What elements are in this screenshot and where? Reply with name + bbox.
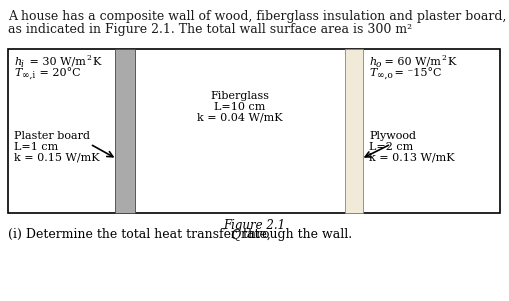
Text: k = 0.04 W/mK: k = 0.04 W/mK <box>197 113 282 123</box>
Bar <box>115 49 135 213</box>
Text: ∞,i: ∞,i <box>22 71 35 80</box>
Text: through the wall.: through the wall. <box>239 228 351 241</box>
Text: h: h <box>369 57 376 67</box>
Text: Plaster board: Plaster board <box>14 131 90 141</box>
Text: = 60 W/m: = 60 W/m <box>380 57 440 67</box>
Text: 2: 2 <box>86 54 91 62</box>
Text: T: T <box>369 68 376 78</box>
Text: ∞,o: ∞,o <box>376 71 392 80</box>
Text: L=10 cm: L=10 cm <box>214 102 265 112</box>
Text: L=1 cm: L=1 cm <box>14 142 58 152</box>
Text: T: T <box>14 68 21 78</box>
Text: 2: 2 <box>440 54 445 62</box>
Text: K: K <box>92 57 100 67</box>
Text: = 30 W/m: = 30 W/m <box>26 57 86 67</box>
Text: Figure 2.1: Figure 2.1 <box>222 219 285 232</box>
Text: o: o <box>375 60 381 69</box>
Bar <box>344 49 362 213</box>
Text: Plywood: Plywood <box>369 131 415 141</box>
Text: h: h <box>14 57 21 67</box>
Text: = ⁻15°C: = ⁻15°C <box>390 68 441 78</box>
Text: i: i <box>21 60 24 69</box>
Text: L=2 cm: L=2 cm <box>369 142 412 152</box>
Bar <box>8 49 499 213</box>
Text: A house has a composite wall of wood, fiberglass insulation and plaster board,: A house has a composite wall of wood, fi… <box>8 10 505 23</box>
Text: k = 0.15 W/mK: k = 0.15 W/mK <box>14 153 99 163</box>
Text: Q: Q <box>230 228 240 241</box>
Text: (i) Determine the total heat transfer rate,: (i) Determine the total heat transfer ra… <box>8 228 274 241</box>
Text: = 20°C: = 20°C <box>36 68 80 78</box>
Text: as indicated in Figure 2.1. The total wall surface area is 300 m²: as indicated in Figure 2.1. The total wa… <box>8 23 411 36</box>
Text: k = 0.13 W/mK: k = 0.13 W/mK <box>369 153 454 163</box>
Text: Fiberglass: Fiberglass <box>210 91 269 101</box>
Text: K: K <box>446 57 455 67</box>
